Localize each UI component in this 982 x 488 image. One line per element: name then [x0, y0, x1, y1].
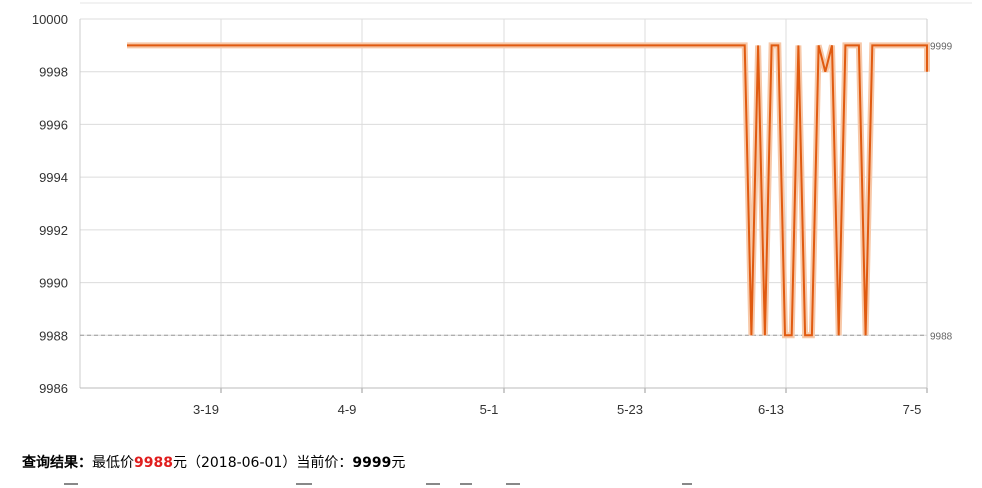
y-tick-label: 9994	[39, 170, 68, 185]
current-price-currency: 元	[391, 455, 406, 471]
reference-line-label: 9988	[930, 331, 953, 342]
y-tick-label: 9992	[39, 223, 68, 238]
x-tick-label: 5-23	[617, 402, 643, 417]
lowest-price-date: （2018-06-01）	[186, 455, 297, 471]
current-price-value: 9999	[352, 455, 392, 471]
y-tick-label: 9990	[39, 276, 68, 291]
price-series-shadow	[127, 42, 930, 339]
x-tick-label: 6-13	[758, 402, 784, 417]
y-tick-label: 9986	[39, 381, 68, 396]
lowest-price-label: 最低价	[92, 455, 134, 471]
y-tick-label: 10000	[32, 12, 68, 27]
x-tick-label: 7-5	[903, 402, 922, 417]
price-chart-svg: 9986 9988 9990 9992 9994 9996 9998 10000 3-19 4-9…	[32, 2, 972, 417]
price-chart: 9986 9988 9990 9992 9994 9996 9998 10000 3-19 4-9…	[32, 2, 972, 417]
end-value-label: 9999	[930, 41, 953, 52]
y-tick-label: 9996	[39, 117, 68, 132]
query-result: 查询结果：最低价9988元（2018-06-01）当前价：9999元	[22, 452, 405, 472]
clipped-text-row	[0, 480, 982, 488]
x-tick-label: 3-19	[193, 402, 219, 417]
x-tick-label: 4-9	[338, 402, 357, 417]
result-label: 查询结果：	[22, 455, 92, 471]
price-series-line	[127, 44, 928, 337]
x-tick-label: 5-1	[480, 402, 499, 417]
y-tick-label: 9988	[39, 328, 68, 343]
lowest-price-value: 9988	[134, 455, 173, 471]
lowest-price-currency: 元	[172, 455, 187, 471]
current-price-label: 当前价：	[296, 455, 353, 471]
y-tick-label: 9998	[39, 65, 68, 80]
